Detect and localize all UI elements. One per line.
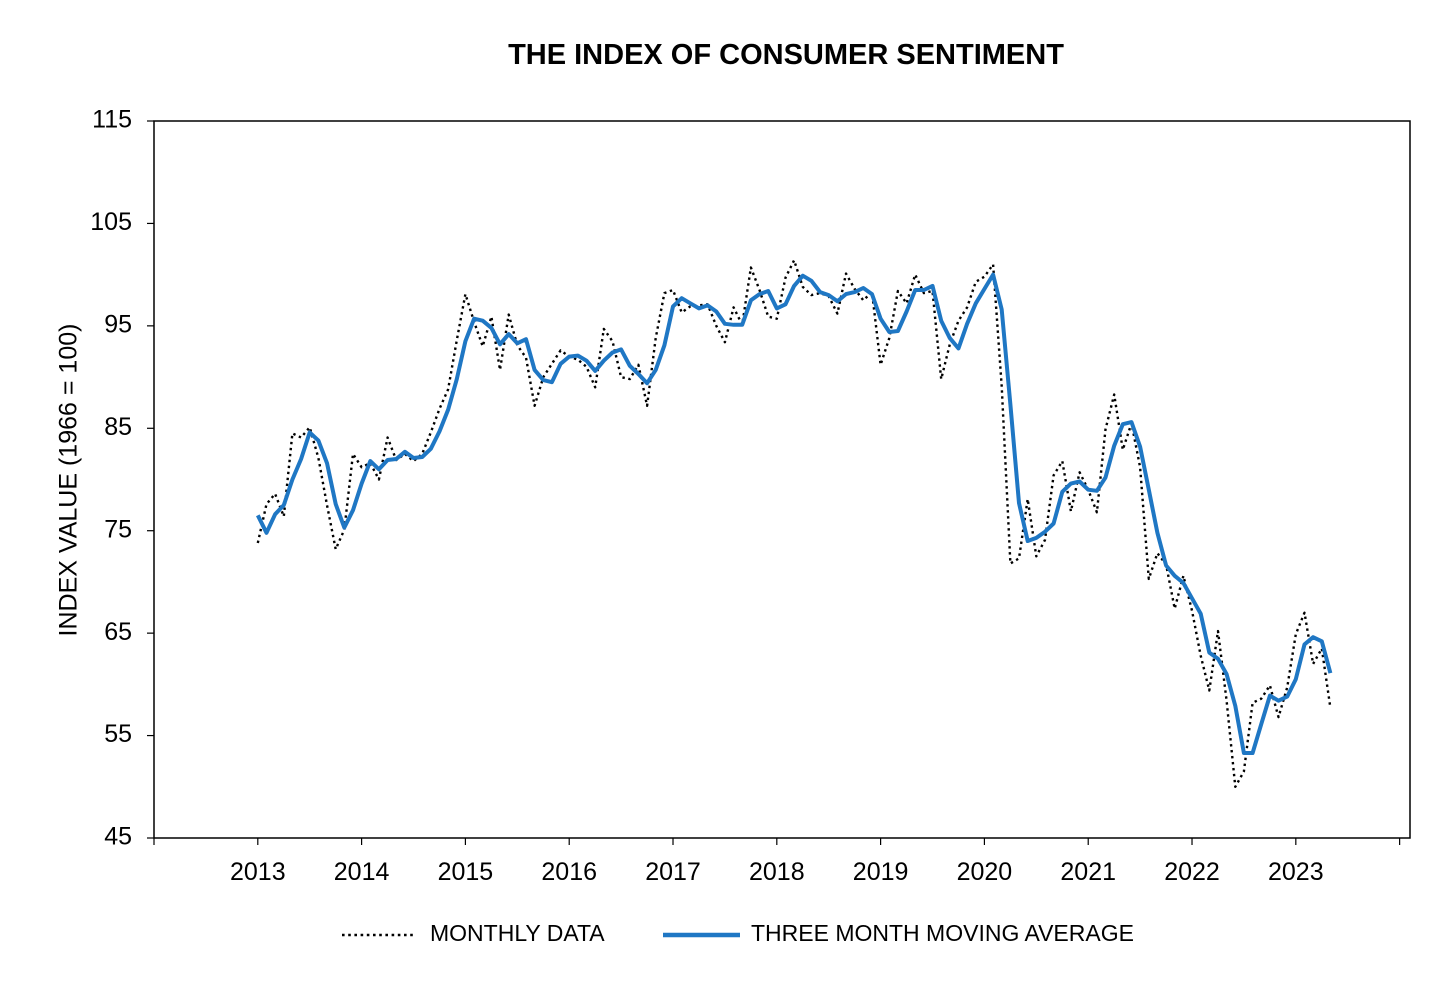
y-tick-label: 55 xyxy=(104,720,132,748)
legend-label: MONTHLY DATA xyxy=(430,920,605,946)
x-tick-label: 2018 xyxy=(749,858,805,886)
x-tick-label: 2017 xyxy=(645,858,701,886)
y-tick-label: 75 xyxy=(104,515,132,543)
y-axis-label: INDEX VALUE (1966 = 100) xyxy=(55,324,83,637)
x-tick-label: 2019 xyxy=(853,858,909,886)
chart-title: THE INDEX OF CONSUMER SENTIMENT xyxy=(508,39,1064,71)
legend-label: THREE MONTH MOVING AVERAGE xyxy=(751,920,1134,946)
monthly-data-line xyxy=(256,259,1332,788)
y-tick-label: 85 xyxy=(104,413,132,441)
y-axis: 45 55 65 75 85 95 105 115 xyxy=(90,106,154,851)
plot-area-frame xyxy=(153,120,1411,839)
x-tick-label: 2023 xyxy=(1268,858,1324,886)
x-tick-label: 2022 xyxy=(1164,858,1220,886)
y-tick-label: 65 xyxy=(104,618,132,646)
moving-average-line xyxy=(256,272,1333,755)
series-layer xyxy=(256,259,1333,788)
x-tick-label: 2020 xyxy=(957,858,1013,886)
x-tick-label: 2013 xyxy=(230,858,286,886)
x-tick-label: 2014 xyxy=(334,858,390,886)
y-tick-label: 95 xyxy=(104,310,132,338)
x-axis: 2013 2014 2015 2016 2017 2018 2019 2020 2021 2022… xyxy=(153,838,1401,886)
legend: MONTHLY DATA THREE MONTH MOVING AVERAGE xyxy=(342,920,1134,946)
y-tick-label: 115 xyxy=(92,106,132,134)
x-tick-label: 2016 xyxy=(541,858,597,886)
y-tick-label: 105 xyxy=(90,208,132,236)
x-tick-label: 2015 xyxy=(438,858,494,886)
y-tick-label: 45 xyxy=(104,823,132,851)
x-tick-label: 2021 xyxy=(1060,858,1116,886)
